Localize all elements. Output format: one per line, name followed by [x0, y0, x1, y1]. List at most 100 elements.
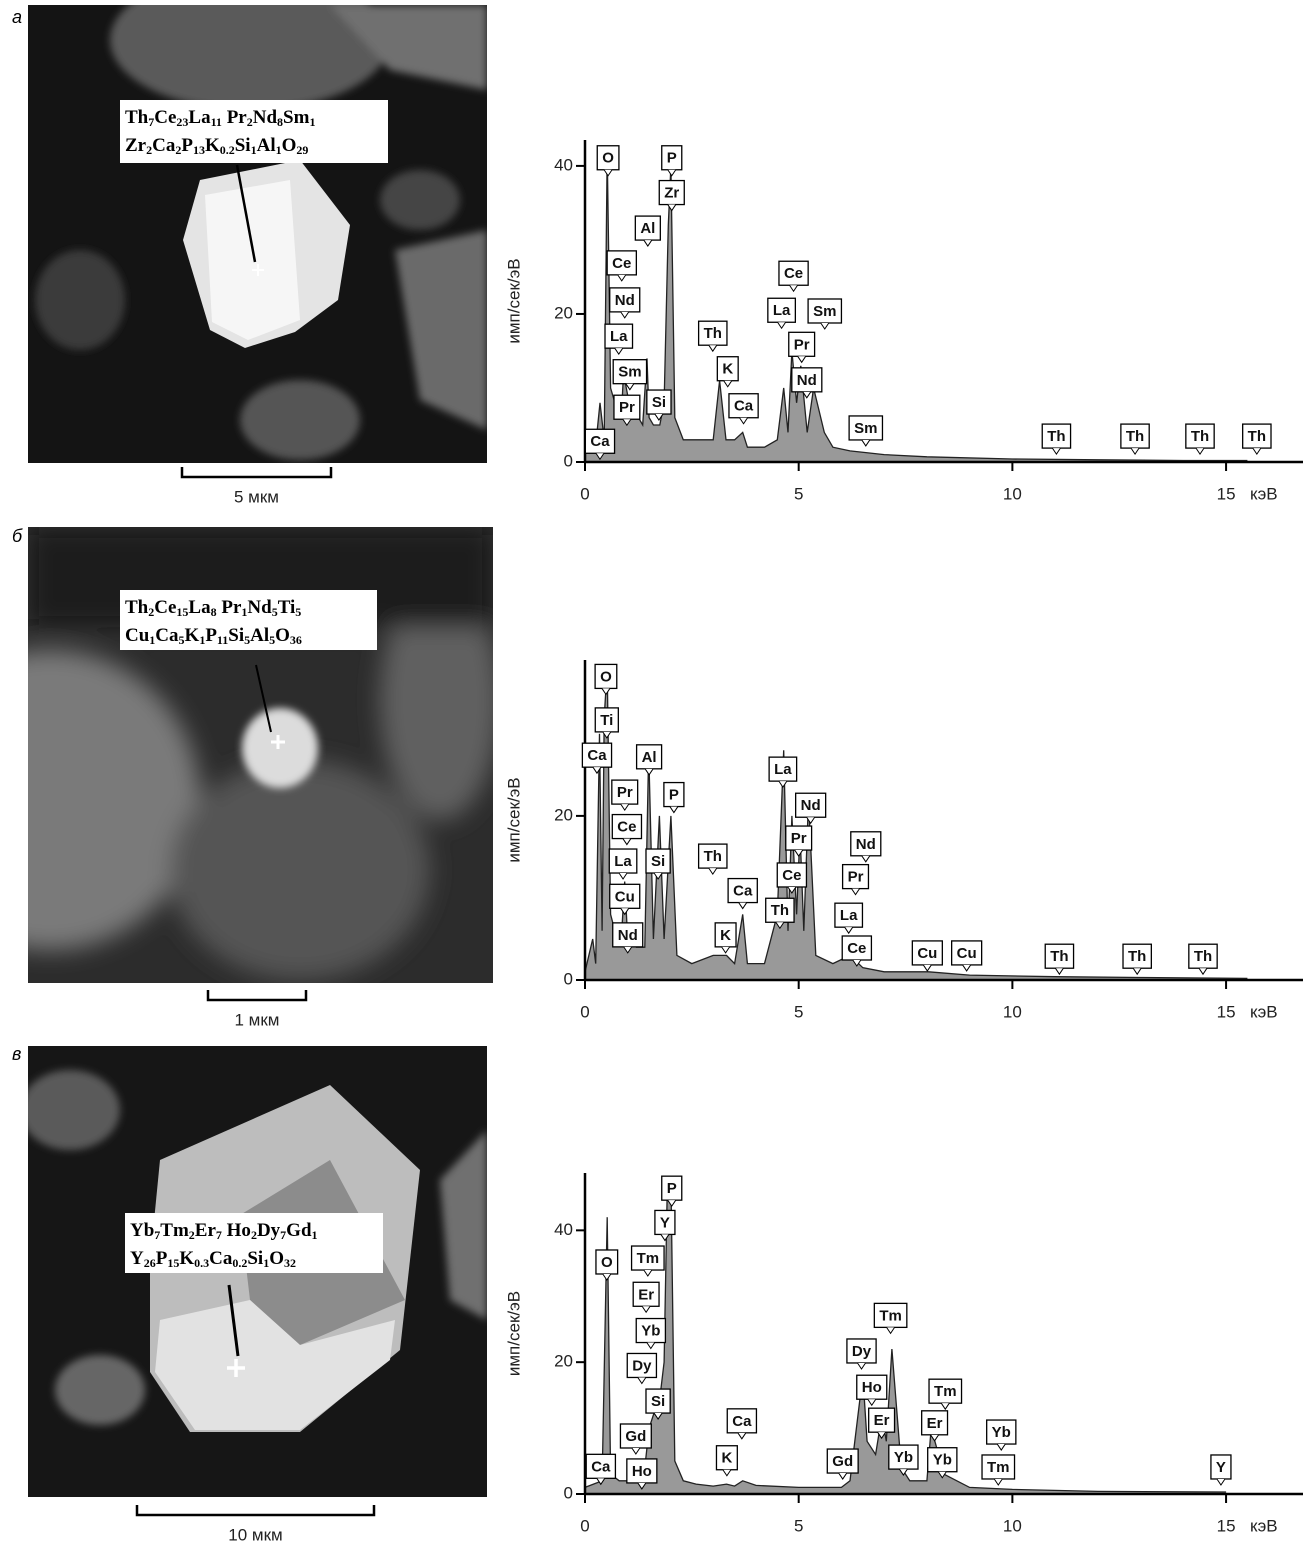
- peak-label-pointer: [1055, 968, 1063, 974]
- peak-label-pointer: [645, 769, 653, 775]
- formula-element: Th: [125, 597, 149, 618]
- formula-element: Pr: [217, 597, 242, 618]
- peak-label-pointer: [602, 688, 610, 694]
- peak-label: Sm: [854, 420, 877, 437]
- peak-label-pointer: [738, 1433, 746, 1439]
- peak-label: Tm: [987, 1459, 1010, 1476]
- peak-label: Gd: [625, 1428, 646, 1445]
- formula-element: K: [185, 625, 200, 646]
- formula-element: Yb: [130, 1220, 154, 1241]
- formula-element: O: [275, 625, 290, 646]
- formula-index: 32: [284, 1256, 296, 1270]
- y-axis-label: имп/сек/эВ: [504, 1291, 523, 1376]
- peak-label-pointer: [1253, 448, 1261, 454]
- x-tick-label: 15: [1217, 1002, 1236, 1021]
- peak-label-pointer: [821, 323, 829, 329]
- peak-label: Ce: [617, 819, 636, 836]
- spectrum-fill: [585, 668, 1247, 980]
- peak-label: Si: [651, 853, 665, 870]
- peak-label: Nd: [801, 797, 821, 814]
- peak-label-pointer: [839, 1473, 847, 1479]
- formula-element: Ce: [154, 597, 176, 618]
- peak-label: Ca: [590, 433, 610, 450]
- peak-label-pointer: [668, 170, 676, 176]
- peak-label-pointer: [604, 170, 612, 176]
- peak-label: P: [667, 1180, 677, 1197]
- peak-label: Sm: [813, 303, 836, 320]
- y-tick-label: 0: [564, 969, 573, 988]
- peak-label: Nd: [856, 836, 876, 853]
- peak-label-pointer: [887, 1327, 895, 1333]
- peak-label-pointer: [868, 1399, 876, 1405]
- peak-label: Ti: [600, 712, 613, 729]
- grain: [170, 760, 430, 980]
- y-tick-label: 20: [554, 805, 573, 824]
- x-tick-label: 10: [1003, 1002, 1022, 1021]
- crystal-face: [205, 180, 300, 340]
- scale-label: 10 мкм: [228, 1525, 282, 1544]
- peak-label-pointer: [852, 889, 860, 895]
- formula-index: 15: [167, 1256, 179, 1270]
- panel-letter: а: [12, 7, 22, 27]
- peak-label-pointer: [724, 381, 732, 387]
- peak-label: Si: [651, 1393, 665, 1410]
- formula-index: 5: [295, 605, 301, 619]
- peak-label: K: [721, 1450, 732, 1467]
- formula-element: Ce: [154, 107, 176, 128]
- formula-index: 23: [176, 115, 188, 129]
- peak-label: Ce: [612, 255, 631, 272]
- y-tick-label: 0: [564, 1483, 573, 1502]
- formula-element: Dy: [257, 1220, 281, 1241]
- formula-element: Zr: [125, 135, 147, 156]
- y-tick-label: 20: [554, 1352, 573, 1371]
- peak-label: O: [601, 1254, 613, 1271]
- peak-label-pointer: [709, 868, 717, 874]
- peak-label: Y: [660, 1214, 670, 1231]
- peak-label: Sm: [618, 364, 641, 381]
- formula-element: Nd: [247, 597, 272, 618]
- peak-label: Ce: [847, 940, 866, 957]
- peak-label-pointer: [1196, 448, 1204, 454]
- peak-label: Ce: [784, 265, 803, 282]
- peak-label: Zr: [664, 185, 679, 202]
- peak-label: Y: [1216, 1459, 1226, 1476]
- y-tick-label: 0: [564, 451, 573, 470]
- peak-label: Nd: [615, 292, 635, 309]
- grain: [240, 380, 360, 460]
- formula-element: Gd: [286, 1220, 312, 1241]
- peak-label-pointer: [1199, 968, 1207, 974]
- peak-label: Ca: [734, 398, 754, 415]
- peak-label: Nd: [797, 372, 817, 389]
- peak-label-pointer: [858, 1363, 866, 1369]
- formula-index: 13: [193, 143, 205, 157]
- peak-label: Th: [1050, 948, 1068, 965]
- peak-label-pointer: [647, 1343, 655, 1349]
- scale-label: 5 мкм: [234, 487, 279, 506]
- x-tick-label: 5: [794, 484, 803, 503]
- peak-label: La: [614, 853, 632, 870]
- formula-element: K: [205, 135, 220, 156]
- formula-element: Cu: [125, 625, 150, 646]
- y-tick-label: 40: [554, 1220, 573, 1239]
- peak-label: Cu: [615, 888, 635, 905]
- peak-label: Al: [642, 749, 657, 766]
- formula-element: Er: [195, 1220, 217, 1241]
- formula-element: Al: [250, 625, 269, 646]
- peak-label-pointer: [644, 240, 652, 246]
- peak-label: Th: [1126, 428, 1144, 445]
- grain: [55, 1355, 145, 1425]
- sem-image: [28, 0, 487, 463]
- formula-element: Sm: [283, 107, 310, 128]
- formula-element: Si: [228, 625, 244, 646]
- peak-label: P: [667, 150, 677, 167]
- peak-label: Pr: [791, 830, 807, 847]
- x-tick-label: 15: [1217, 484, 1236, 503]
- peak-label-pointer: [798, 356, 806, 362]
- formula-line: Y26P15K0.3Ca0.2Si1O32: [130, 1248, 296, 1270]
- peak-label: Th: [1047, 428, 1065, 445]
- x-tick-label: 10: [1003, 484, 1022, 503]
- formula-element: O: [269, 1248, 284, 1269]
- formula-index: 11: [211, 115, 222, 129]
- peak-label: Er: [638, 1286, 654, 1303]
- y-axis-label: имп/сек/эВ: [504, 777, 523, 862]
